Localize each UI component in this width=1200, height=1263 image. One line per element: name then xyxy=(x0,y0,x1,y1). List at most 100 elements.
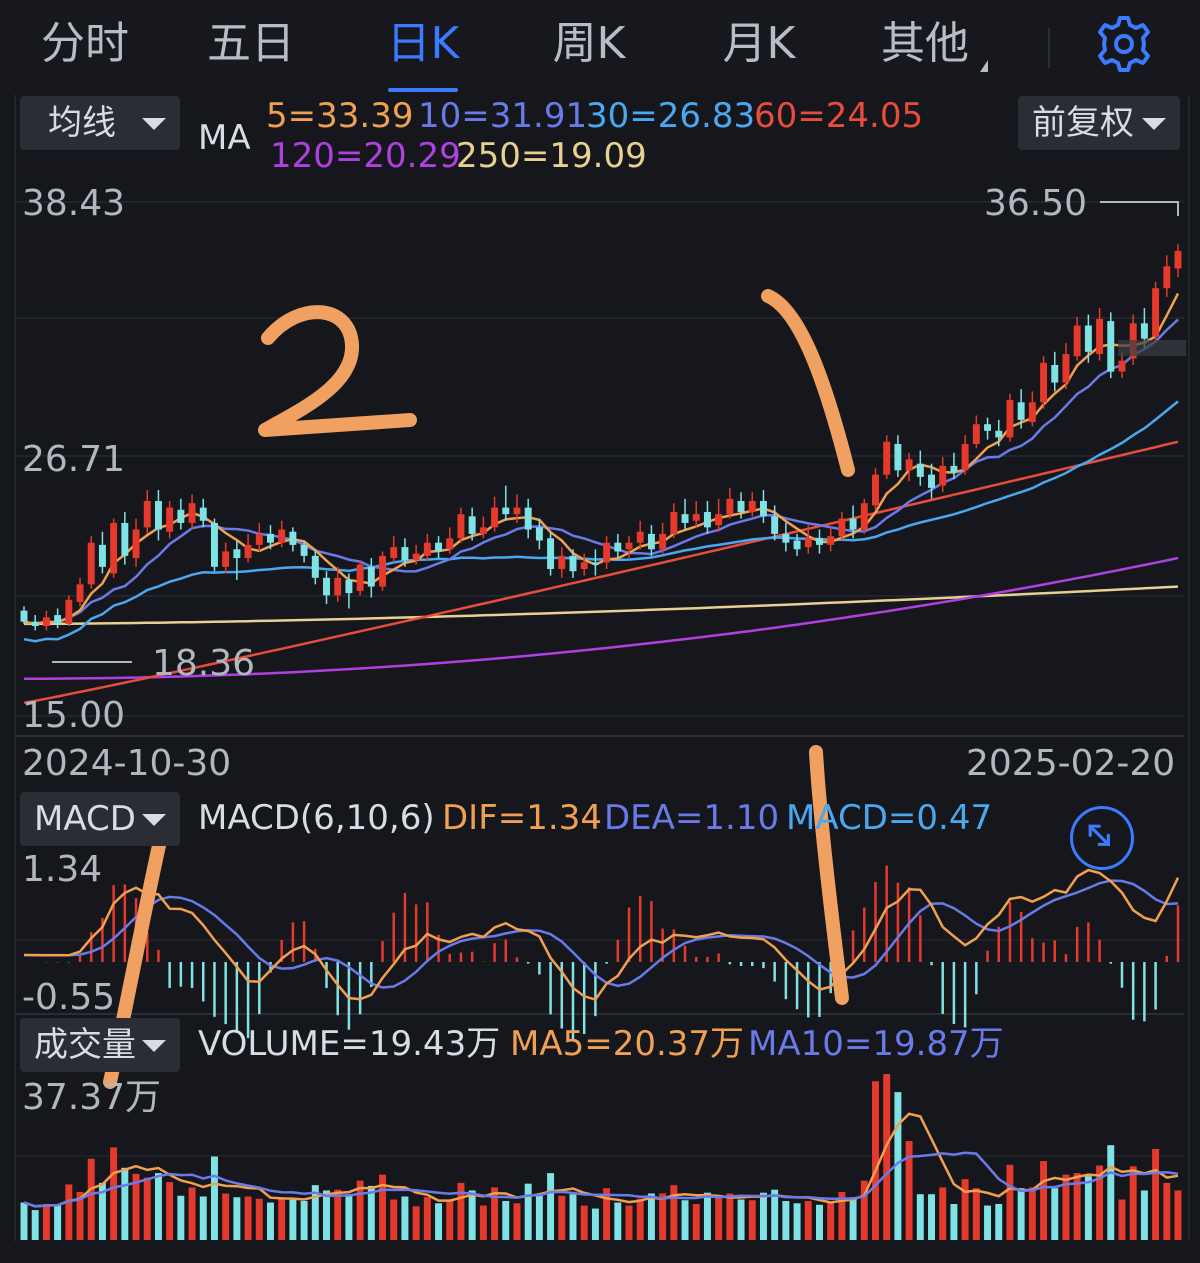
price-adjust-label: 前复权 xyxy=(1032,103,1134,143)
volume-bar xyxy=(199,1196,207,1240)
candle-body xyxy=(580,562,588,570)
candle-body xyxy=(513,507,521,515)
candle-body xyxy=(154,501,162,530)
candle-body xyxy=(547,538,555,570)
ma120-line xyxy=(24,556,1179,680)
volume-bar xyxy=(972,1188,980,1240)
volume-dropdown-label: 成交量 xyxy=(34,1025,136,1065)
volume-bar xyxy=(681,1200,689,1240)
candle-body xyxy=(379,555,386,587)
volume-bar xyxy=(188,1187,196,1240)
candle-body xyxy=(1107,321,1115,372)
volume-bar xyxy=(939,1187,947,1240)
volume-bar xyxy=(614,1202,622,1240)
volume-bar xyxy=(54,1204,62,1240)
tab-monthly-k[interactable]: 月K xyxy=(722,18,796,69)
candle-body xyxy=(132,529,140,559)
indicator-dropdown-label: MACD xyxy=(34,799,136,839)
ma-type-dropdown-label: 均线 xyxy=(48,103,116,143)
annotation-stroke-one xyxy=(761,289,855,477)
x-axis-end-date: 2025-02-20 xyxy=(966,743,1176,784)
candle-body xyxy=(210,522,218,567)
candle-body xyxy=(995,430,1003,438)
volume-bar xyxy=(479,1205,487,1240)
volume-bar xyxy=(1174,1190,1182,1240)
volume-bar xyxy=(1140,1190,1148,1240)
volume-bar xyxy=(558,1195,566,1240)
candle-body xyxy=(535,527,543,541)
candle-body xyxy=(42,617,50,627)
other-caret-icon xyxy=(980,60,988,72)
volume-ma10-line xyxy=(23,1151,1179,1208)
candle-body xyxy=(849,518,857,530)
volume-bar xyxy=(412,1206,420,1240)
volume-bar xyxy=(1152,1148,1160,1240)
volume-bar xyxy=(356,1180,364,1240)
volume-bar xyxy=(76,1191,84,1240)
candle-body xyxy=(491,507,499,528)
volume-bar xyxy=(1163,1182,1171,1240)
volume-bar xyxy=(154,1173,162,1240)
candle-body xyxy=(928,474,935,488)
volume-bar xyxy=(547,1173,555,1240)
candle-body xyxy=(188,503,196,523)
indicator-dropdown[interactable]: MACD xyxy=(20,792,180,846)
expand-icon[interactable] xyxy=(1070,806,1134,870)
candle-body xyxy=(166,507,174,532)
candle-body xyxy=(916,463,924,477)
tab-other[interactable]: 其他 xyxy=(881,18,969,69)
candle-body xyxy=(1073,325,1081,357)
ma-type-dropdown[interactable]: 均线 xyxy=(20,96,180,150)
volume-bar xyxy=(513,1203,521,1240)
candle-body xyxy=(759,501,767,517)
volume-bar xyxy=(692,1204,700,1240)
candle-body xyxy=(345,579,353,594)
volume-y-top: 37.37万 xyxy=(22,1077,162,1118)
chart-frame xyxy=(14,95,1190,1241)
gear-icon[interactable] xyxy=(1094,14,1154,74)
candle-body xyxy=(435,542,443,552)
toolbar-divider xyxy=(1048,28,1050,68)
y-axis-top-label: 38.43 xyxy=(22,183,126,224)
candle-body xyxy=(1051,364,1059,383)
volume-bar xyxy=(591,1208,599,1240)
macd-dea: DEA=1.10 xyxy=(604,798,780,838)
candle-body xyxy=(143,501,151,528)
volume-bar xyxy=(390,1199,398,1240)
candle-body xyxy=(692,514,700,521)
volume-dropdown[interactable]: 成交量 xyxy=(20,1018,180,1072)
candle-body xyxy=(457,514,465,539)
volume-bar xyxy=(1051,1188,1059,1240)
volume-bar xyxy=(636,1198,644,1240)
volume-bar xyxy=(804,1201,812,1240)
tab-intraday[interactable]: 分时 xyxy=(41,18,129,69)
y-axis-bottom-label: 15.00 xyxy=(22,695,126,736)
candle-body xyxy=(255,533,263,545)
y-axis-mid-label: 26.71 xyxy=(22,439,126,480)
candle-body xyxy=(1152,288,1160,337)
candle-body xyxy=(356,564,364,591)
volume-bar xyxy=(435,1203,443,1240)
candle-body xyxy=(681,514,689,523)
macd-params: MACD(6,10,6) xyxy=(198,798,435,838)
tab-weekly-k[interactable]: 周K xyxy=(552,18,626,69)
volume-bar xyxy=(367,1185,375,1240)
candle-body xyxy=(591,562,599,565)
volume-bar xyxy=(233,1197,241,1240)
price-adjust-dropdown[interactable]: 前复权 xyxy=(1018,96,1180,150)
volume-bar xyxy=(1096,1165,1104,1240)
candle-body xyxy=(860,503,868,530)
volume-bar xyxy=(278,1197,286,1240)
volume-bar xyxy=(928,1194,935,1240)
volume-bar xyxy=(782,1201,790,1240)
candle-body xyxy=(446,538,454,550)
volume-ma5-line xyxy=(23,1112,1179,1208)
volume-bar xyxy=(715,1197,723,1240)
tab-five-day[interactable]: 五日 xyxy=(207,18,295,69)
tab-daily-k[interactable]: 日K xyxy=(386,18,460,69)
ma10-line xyxy=(23,318,1179,626)
candle-body xyxy=(950,465,958,473)
volume-bar xyxy=(379,1174,386,1240)
volume-bar xyxy=(1017,1188,1025,1240)
volume-bar xyxy=(1006,1164,1014,1240)
